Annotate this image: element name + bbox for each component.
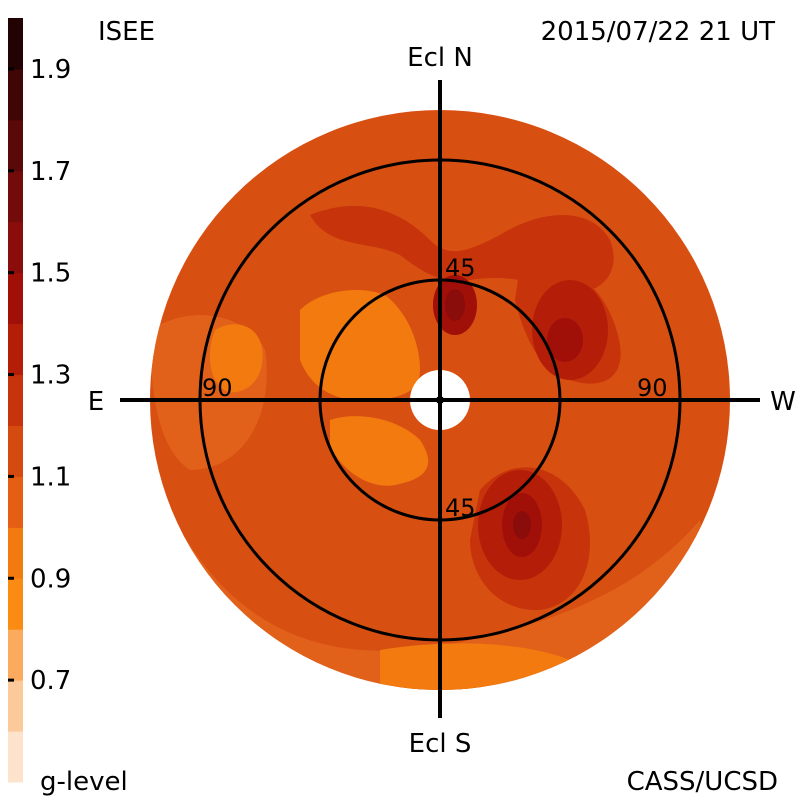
ring-label-outer-right: 90 — [637, 374, 668, 402]
colorbar-level-14 — [8, 18, 23, 70]
colorbar-tick-0 — [8, 67, 14, 71]
colorbar — [8, 18, 23, 783]
colorbar-tick-1 — [8, 169, 14, 173]
colorbar-level-10 — [8, 221, 23, 274]
colorbar-tick-label-2: 1.5 — [30, 259, 71, 289]
timestamp-label: 2015/07/22 21 UT — [541, 17, 775, 47]
colorbar-tick-label-5: 0.9 — [30, 564, 71, 594]
ring-label-inner-bottom: 45 — [445, 494, 476, 522]
colorbar-ticks: 1.9 1.7 1.5 1.3 1.1 0.9 0.7 — [8, 55, 71, 696]
region-depletion-south — [330, 416, 429, 486]
direction-label-east: E — [88, 387, 104, 417]
colorbar-level-4 — [8, 527, 23, 579]
colorbar-level-9 — [8, 272, 23, 325]
colorbar-tick-label-0: 1.9 — [30, 55, 71, 85]
colorbar-level-8 — [8, 323, 23, 376]
colorbar-tick-label-1: 1.7 — [30, 157, 71, 187]
colorbar-level-7 — [8, 374, 23, 426]
colorbar-level-2 — [8, 629, 23, 681]
colorbar-unit-label: g-level — [40, 767, 128, 797]
direction-label-west: W — [770, 387, 796, 417]
region-depletion-south-outer — [380, 643, 570, 690]
region-depletion-north-east — [300, 290, 420, 400]
colorbar-tick-6 — [8, 678, 14, 682]
colorbar-level-6 — [8, 425, 23, 477]
colorbar-level-0 — [8, 731, 23, 783]
colorbar-level-12 — [8, 119, 23, 172]
sky-map: 45 45 90 90 Ecl N Ecl S E W — [88, 43, 796, 759]
direction-label-south: Ecl S — [409, 729, 472, 759]
region-enhancement-north-center-core — [445, 289, 465, 321]
source-label: ISEE — [98, 17, 155, 47]
region-depletion-east-ring — [209, 324, 263, 393]
colorbar-tick-label-6: 0.7 — [30, 666, 71, 696]
colorbar-level-3 — [8, 578, 23, 630]
colorbar-tick-label-3: 1.3 — [30, 361, 71, 391]
colorbar-tick-3 — [8, 373, 14, 377]
ring-label-inner-top: 45 — [445, 254, 476, 282]
sun-center-dot — [436, 396, 444, 404]
colorbar-level-13 — [8, 68, 23, 121]
colorbar-tick-4 — [8, 474, 14, 478]
colorbar-tick-label-4: 1.1 — [30, 462, 71, 492]
colorbar-level-11 — [8, 170, 23, 223]
region-enhancement-south-west-peak — [513, 511, 531, 539]
colorbar-tick-5 — [8, 576, 14, 580]
ring-label-outer-left: 90 — [202, 374, 233, 402]
colorbar-tick-2 — [8, 271, 14, 275]
colorbar-level-5 — [8, 476, 23, 528]
credit-label: CASS/UCSD — [627, 767, 778, 797]
region-enhancement-north-west-core — [547, 318, 583, 362]
direction-label-north: Ecl N — [407, 43, 473, 73]
colorbar-level-1 — [8, 680, 23, 732]
